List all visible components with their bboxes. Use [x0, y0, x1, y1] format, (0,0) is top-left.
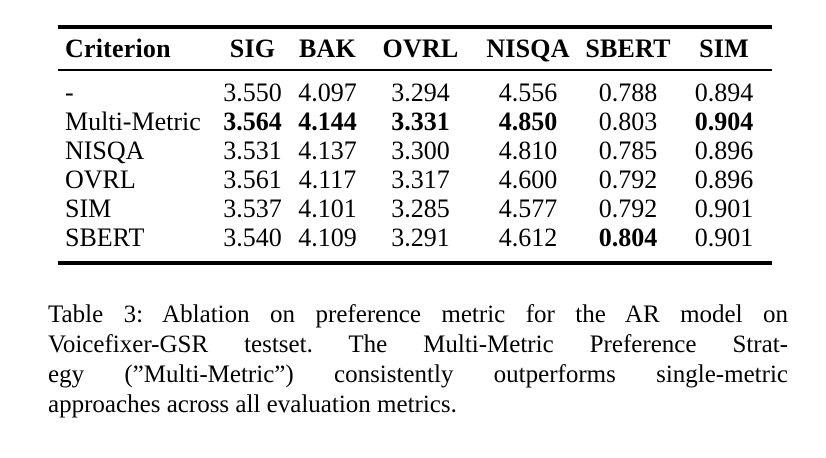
- metric-value: 4.137: [298, 136, 357, 165]
- metric-value: 0.803: [598, 107, 658, 136]
- metric-value: 4.577: [498, 194, 558, 223]
- row-label: -: [65, 78, 74, 107]
- results-table: Criterion SIG BAK OVRL NISQA SBERT SIM -3.550 4…: [58, 25, 772, 265]
- metric-value: 0.901: [694, 223, 754, 252]
- row-label: SBERT: [65, 223, 145, 252]
- metric-value: 4.117: [298, 165, 357, 194]
- metric-value: 0.804: [598, 223, 658, 252]
- column-header-bak: BAK: [290, 27, 365, 71]
- metric-value: 3.331: [391, 107, 450, 136]
- table-header: Criterion SIG BAK OVRL NISQA SBERT SIM: [58, 27, 772, 71]
- table-row: Multi-Metric 3.564 4.144 3.331 4.850 0.803 0.9…: [58, 107, 772, 136]
- metric-value: 4.600: [498, 165, 558, 194]
- table-header-row: Criterion SIG BAK OVRL NISQA SBERT SIM: [58, 27, 772, 71]
- metric-value: 3.561: [223, 165, 282, 194]
- column-header-ovrl: OVRL: [365, 27, 476, 71]
- column-header-sig: SIG: [215, 27, 290, 71]
- table-row: - 3.550 4.097 3.294 4.556 0.788 0.894: [58, 70, 772, 107]
- column-header-criterion: Criterion: [58, 27, 215, 71]
- metric-value: 3.285: [391, 194, 450, 223]
- row-label: OVRL: [65, 165, 136, 194]
- caption-line: egy (”Multi-Metric”) consistently outper…: [48, 361, 788, 388]
- metric-value: 0.788: [598, 78, 658, 107]
- metric-value: 3.550: [223, 78, 282, 107]
- row-label: SIM: [65, 194, 112, 223]
- column-header-sim: SIM: [676, 27, 772, 71]
- metric-value: 3.531: [223, 136, 282, 165]
- metric-value: 4.612: [498, 223, 558, 252]
- metric-value: 4.144: [298, 107, 357, 136]
- table-row: SBERT 3.540 4.109 3.291 4.612 0.804 0.901: [58, 223, 772, 263]
- column-header-sbert: SBERT: [580, 27, 676, 71]
- metric-value: 0.785: [598, 136, 658, 165]
- metric-value: 4.101: [298, 194, 357, 223]
- table-row: OVRL 3.561 4.117 3.317 4.600 0.792 0.896: [58, 165, 772, 194]
- row-label: NISQA: [65, 136, 145, 165]
- caption-line: approaches across all evaluation metrics…: [48, 391, 457, 418]
- table-row: SIM 3.537 4.101 3.285 4.577 0.792 0.901: [58, 194, 772, 223]
- metric-value: 0.894: [694, 78, 754, 107]
- caption-line: Table 3: Ablation on preference metric f…: [48, 301, 788, 328]
- metric-value: 0.904: [694, 107, 754, 136]
- metric-value: 3.294: [391, 78, 450, 107]
- metric-value: 3.540: [223, 223, 282, 252]
- caption-line: Voicefixer-GSR testset. The Multi-Metric…: [48, 331, 788, 358]
- metric-value: 3.291: [391, 223, 450, 252]
- metric-value: 3.537: [223, 194, 282, 223]
- metric-value: 4.810: [498, 136, 558, 165]
- column-header-nisqa: NISQA: [476, 27, 580, 71]
- results-table-area: Criterion SIG BAK OVRL NISQA SBERT SIM -3.550 4…: [58, 25, 772, 265]
- metric-value: 4.556: [498, 78, 558, 107]
- metric-value: 3.317: [391, 165, 450, 194]
- metric-value: 0.792: [598, 165, 658, 194]
- table-body: -3.550 4.097 3.294 4.556 0.788 0.894 Multi-Met…: [58, 70, 772, 263]
- table-row: NISQA 3.531 4.137 3.300 4.810 0.785 0.896: [58, 136, 772, 165]
- row-label: Multi-Metric: [65, 107, 201, 136]
- metric-value: 0.896: [694, 136, 754, 165]
- metric-value: 0.896: [694, 165, 754, 194]
- metric-value: 3.564: [223, 107, 282, 136]
- metric-value: 4.109: [298, 223, 357, 252]
- metric-value: 3.300: [391, 136, 450, 165]
- metric-value: 0.792: [598, 194, 658, 223]
- metric-value: 4.850: [498, 107, 558, 136]
- metric-value: 0.901: [694, 194, 754, 223]
- table-caption: Table 3: Ablation on preference metric f…: [48, 300, 788, 420]
- metric-value: 4.097: [298, 78, 357, 107]
